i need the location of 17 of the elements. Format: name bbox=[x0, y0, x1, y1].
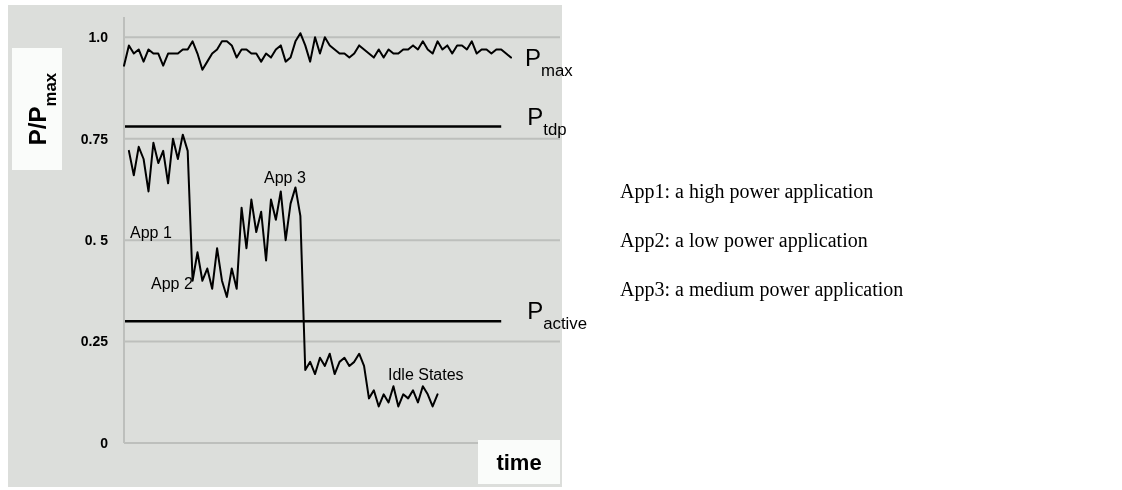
y-tick-label: 0.25 bbox=[80, 333, 109, 350]
annotation: App 3 bbox=[264, 169, 306, 186]
line-series bbox=[123, 32, 513, 71]
y-tick-label: 1.0 bbox=[88, 29, 109, 46]
y-tick-label: 0 bbox=[100, 434, 109, 451]
text: App1: a high power application bbox=[620, 180, 874, 203]
y-tick-label: 0.75 bbox=[80, 130, 109, 147]
annotation: App 2 bbox=[151, 275, 193, 292]
annotation: App 1 bbox=[130, 224, 172, 241]
annotation: Idle States bbox=[388, 366, 464, 383]
x-axis-title: time bbox=[496, 450, 542, 475]
ref-line-label: P$_{tdp}$ bbox=[527, 102, 567, 139]
series-label: P$_{max}$ bbox=[525, 43, 574, 80]
ref-line-label: P$_{active}$ bbox=[527, 297, 588, 333]
text: App3: a medium power application bbox=[620, 278, 904, 301]
text: App2: a low power application bbox=[620, 229, 868, 252]
y-tick-label: 0. 5 bbox=[84, 232, 109, 249]
